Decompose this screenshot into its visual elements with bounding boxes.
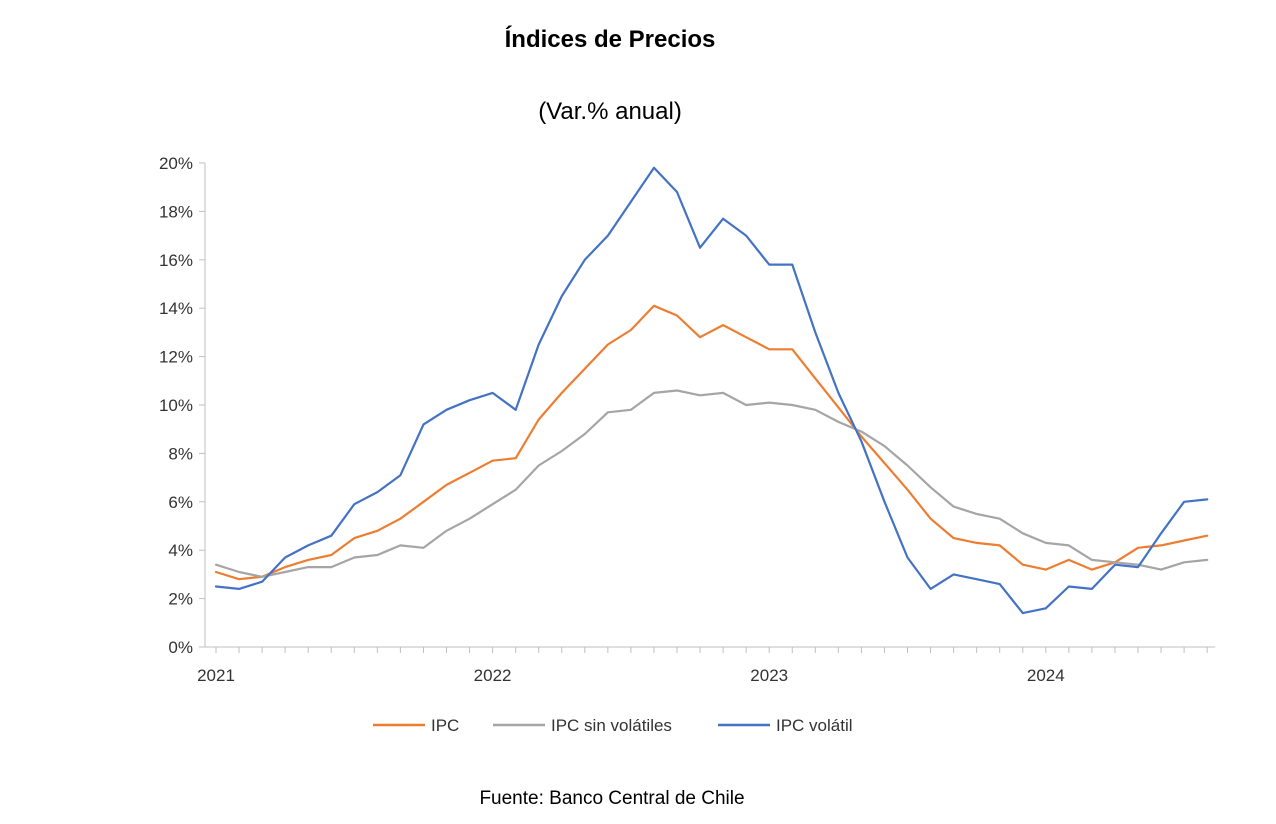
y-tick-label: 8% [168, 444, 193, 463]
y-tick-label: 2% [168, 590, 193, 609]
legend-label-2: IPC sin volátiles [551, 716, 672, 735]
legend-label-1: IPC [431, 716, 459, 735]
series-line-1 [214, 304, 1209, 581]
x-tick-label: 2022 [474, 666, 512, 685]
y-tick-label: 14% [159, 299, 193, 318]
y-tick-label: 18% [159, 202, 193, 221]
chart-title: Índices de Precios [504, 26, 716, 53]
y-tick-label: 12% [159, 348, 193, 367]
y-tick-label: 16% [159, 251, 193, 270]
y-tick-label: 0% [168, 638, 193, 657]
y-tick-label: 10% [159, 396, 193, 415]
y-tick-label: 20% [159, 154, 193, 173]
legend-label-3: IPC volátil [776, 716, 853, 735]
x-tick-label: 2021 [197, 666, 235, 685]
series-line-2 [214, 389, 1209, 578]
x-tick-label: 2024 [1027, 666, 1065, 685]
y-tick-label: 4% [168, 541, 193, 560]
line-chart: 0% 2% 4% 6% 8% 10% 12% 14% 16% 18% 20% 2021 2022 2023… [159, 154, 1216, 735]
chart-subtitle: (Var.% anual) [538, 98, 682, 125]
y-tick-label: 6% [168, 493, 193, 512]
x-tick-label: 2023 [750, 666, 788, 685]
series-line-3 [214, 166, 1209, 615]
chart-source: Fuente: Banco Central de Chile [479, 788, 745, 809]
